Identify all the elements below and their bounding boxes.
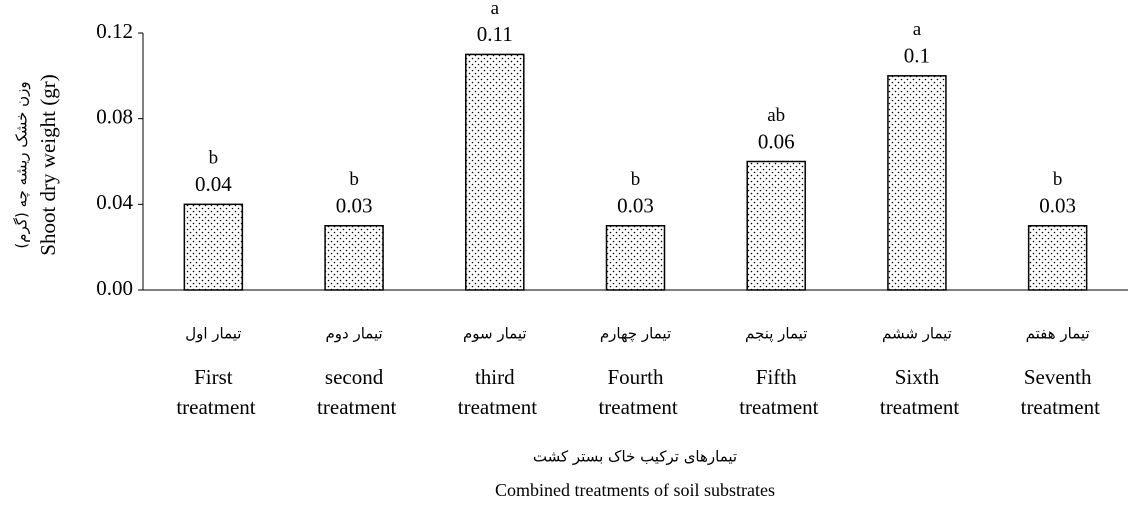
- x-tick-label-fa: تیمار ششم: [882, 325, 952, 343]
- x-axis-title-fa: تیمارهای ترکیب خاک بستر کشت: [533, 448, 737, 466]
- significance-letter: ab: [767, 105, 785, 126]
- y-axis-title: Shoot dry weight (gr): [36, 74, 60, 255]
- x-tick-label-fa: تیمار پنجم: [745, 325, 807, 344]
- y-tick-label: 0.00: [96, 276, 133, 300]
- x-tick-label-fa: تیمار چهارم: [600, 325, 671, 343]
- value-label: 0.11: [477, 22, 513, 46]
- y-tick-label: 0.08: [96, 104, 133, 128]
- value-label: 0.04: [195, 172, 232, 196]
- value-label: 0.03: [336, 194, 373, 218]
- x-tick-label: Sixth treatment: [875, 365, 960, 419]
- significance-letter: a: [491, 0, 500, 19]
- bar: [324, 225, 384, 291]
- bar: [887, 75, 947, 291]
- x-tick-label: Seventh treatment: [1015, 365, 1100, 419]
- value-label: 0.03: [617, 194, 654, 218]
- bar: [605, 225, 666, 291]
- significance-letter: b: [209, 148, 219, 169]
- x-axis-title: Combined treatments of soil substrates: [495, 480, 775, 500]
- value-label: 0.03: [1039, 194, 1076, 218]
- x-tick-label: second treatment: [312, 365, 397, 419]
- y-axis-title-fa: وزن خشک ریشه چه (گرم): [13, 81, 31, 248]
- significance-letter: b: [1053, 169, 1063, 190]
- significance-letter: a: [913, 19, 922, 40]
- bar: [746, 160, 806, 291]
- x-tick-label: Fifth treatment: [734, 365, 819, 419]
- bar: [183, 203, 244, 291]
- y-tick-label: 0.04: [96, 190, 133, 214]
- x-tick-label-fa: تیمار دوم: [325, 325, 382, 343]
- significance-letter: b: [631, 169, 641, 190]
- value-label: 0.1: [904, 44, 930, 68]
- x-tick-label: First treatment: [171, 365, 256, 419]
- x-tick-label: Fourth treatment: [593, 365, 678, 419]
- x-tick-label-fa: تیمار اول: [185, 325, 241, 343]
- x-tick-label-fa: تیمار هفتم: [1026, 325, 1090, 343]
- x-tick-label: third treatment: [453, 365, 538, 419]
- x-tick-label-fa: تیمار سوم: [463, 325, 527, 343]
- y-tick-label: 0.12: [96, 19, 133, 43]
- value-label: 0.06: [758, 129, 795, 153]
- bar: [1027, 225, 1088, 291]
- bar: [465, 53, 525, 291]
- significance-letter: b: [349, 169, 359, 190]
